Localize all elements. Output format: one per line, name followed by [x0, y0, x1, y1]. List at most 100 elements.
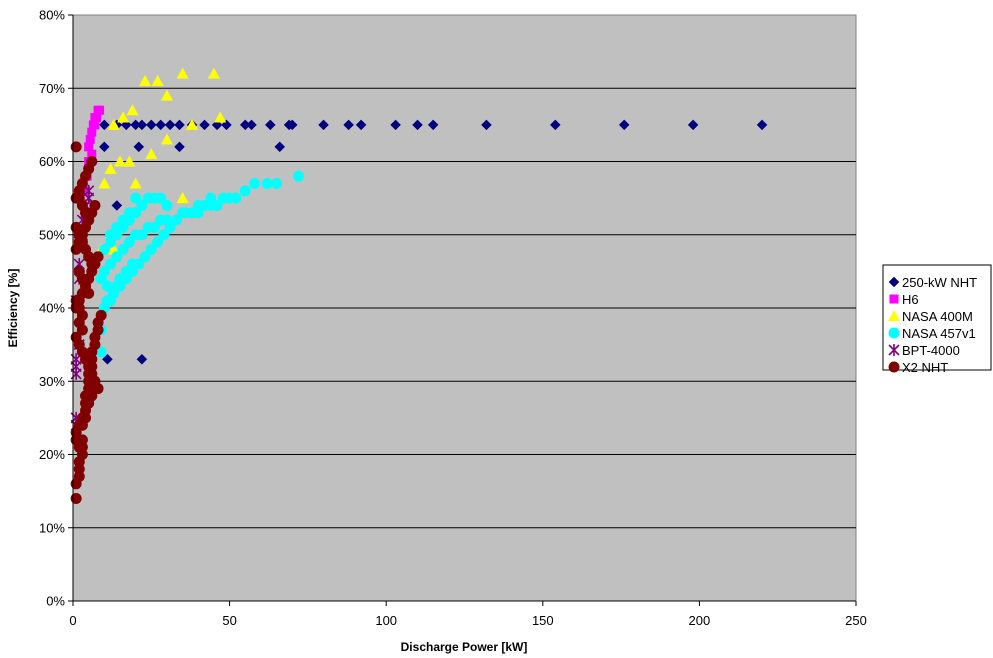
- data-point: [549, 119, 561, 131]
- data-point: [127, 258, 139, 270]
- data-point: [176, 192, 189, 204]
- data-point: [129, 177, 142, 189]
- data-point: [205, 192, 217, 204]
- data-point: [427, 119, 439, 131]
- legend-marker: [888, 344, 900, 356]
- data-point: [155, 214, 167, 226]
- data-point: [160, 89, 173, 101]
- legend-label: NASA 457v1: [902, 326, 976, 341]
- y-tick-label: 30%: [39, 374, 65, 389]
- data-point: [271, 177, 283, 189]
- data-point: [98, 243, 110, 255]
- data-point: [390, 119, 401, 131]
- data-point: [246, 119, 257, 131]
- data-point: [174, 141, 185, 153]
- data-point: [130, 207, 142, 219]
- data-point: [117, 111, 130, 123]
- data-point: [86, 258, 98, 270]
- data-point: [412, 119, 423, 131]
- legend: 250-kW NHT H6 NASA 400M NASA 457v1 BPT-4000 X…: [882, 264, 992, 375]
- data-point: [84, 142, 94, 152]
- series-nasa-457v1: [95, 170, 305, 358]
- data-point: [83, 214, 95, 226]
- data-point: [117, 243, 129, 255]
- data-point: [133, 141, 145, 153]
- data-point: [355, 119, 367, 131]
- x-tick-label: 200: [689, 613, 711, 628]
- data-points: [70, 67, 768, 504]
- y-tick-label: 80%: [39, 8, 65, 23]
- data-point: [343, 119, 354, 131]
- data-point: [85, 135, 95, 145]
- x-axis-ticks: 0 50 100 150 200 250: [69, 601, 867, 628]
- y-tick-label: 60%: [39, 154, 65, 169]
- data-point: [83, 287, 95, 299]
- legend-item-nasa-457v1: NASA 457v1: [888, 326, 976, 341]
- data-point: [274, 141, 286, 153]
- data-point: [155, 192, 167, 204]
- data-point: [95, 273, 107, 285]
- x-axis-title: Discharge Power [kW]: [401, 640, 528, 654]
- data-point: [217, 192, 229, 204]
- data-point: [76, 449, 88, 460]
- data-point: [111, 200, 123, 211]
- data-point: [123, 236, 135, 248]
- data-point: [123, 155, 136, 167]
- data-point: [111, 280, 123, 292]
- data-point: [687, 119, 699, 131]
- legend-items: 250-kW NHT H6 NASA 400M NASA 457v1 BPT-4000 X…: [888, 275, 977, 375]
- legend-item-250-kw-nht: 250-kW NHT: [888, 275, 977, 290]
- data-point: [139, 251, 151, 263]
- series-x2-nht: [70, 141, 107, 504]
- data-point: [111, 251, 123, 263]
- legend-label: X2 NHT: [902, 360, 948, 375]
- data-point: [70, 492, 82, 504]
- legend-marker: [888, 327, 900, 339]
- legend-marker: [889, 294, 899, 304]
- data-point: [756, 119, 768, 131]
- y-axis-title: Efficiency [%]: [6, 269, 20, 348]
- y-axis-ticks: 0% 10% 20% 30% 40% 50% 60% 70% 80%: [39, 8, 73, 609]
- data-point: [95, 105, 105, 115]
- data-point: [111, 229, 123, 241]
- x-tick-label: 150: [532, 613, 554, 628]
- legend-marker: [888, 310, 900, 321]
- data-point: [249, 177, 261, 189]
- data-point: [186, 118, 199, 130]
- legend-item-x2-nht: X2 NHT: [888, 360, 948, 375]
- y-tick-label: 50%: [39, 227, 65, 242]
- data-point: [180, 207, 192, 219]
- data-point: [136, 119, 148, 131]
- data-point: [145, 119, 157, 131]
- data-point: [130, 192, 142, 204]
- y-tick-label: 20%: [39, 447, 65, 462]
- data-point: [120, 265, 132, 277]
- data-point: [105, 236, 117, 248]
- data-point: [98, 177, 111, 189]
- data-point: [145, 148, 158, 160]
- data-point: [136, 353, 148, 365]
- data-point: [104, 162, 117, 174]
- legend-item-nasa-400m: NASA 400M: [888, 309, 973, 324]
- series-nasa-400m: [95, 67, 227, 255]
- data-point: [192, 199, 204, 211]
- data-point: [145, 243, 157, 255]
- data-point: [95, 346, 107, 358]
- data-point: [123, 214, 135, 226]
- data-point: [70, 141, 82, 153]
- x-tick-label: 50: [222, 613, 236, 628]
- y-tick-label: 0%: [46, 594, 65, 609]
- legend-box: [882, 264, 992, 371]
- data-point: [95, 309, 107, 321]
- data-point: [98, 141, 110, 153]
- data-point: [160, 133, 173, 145]
- data-point: [170, 214, 182, 226]
- data-point: [98, 119, 110, 131]
- data-point: [158, 229, 170, 241]
- data-point: [130, 229, 142, 241]
- data-point: [113, 155, 126, 167]
- data-point: [107, 118, 120, 130]
- legend-marker: [888, 276, 900, 288]
- data-point: [199, 119, 210, 131]
